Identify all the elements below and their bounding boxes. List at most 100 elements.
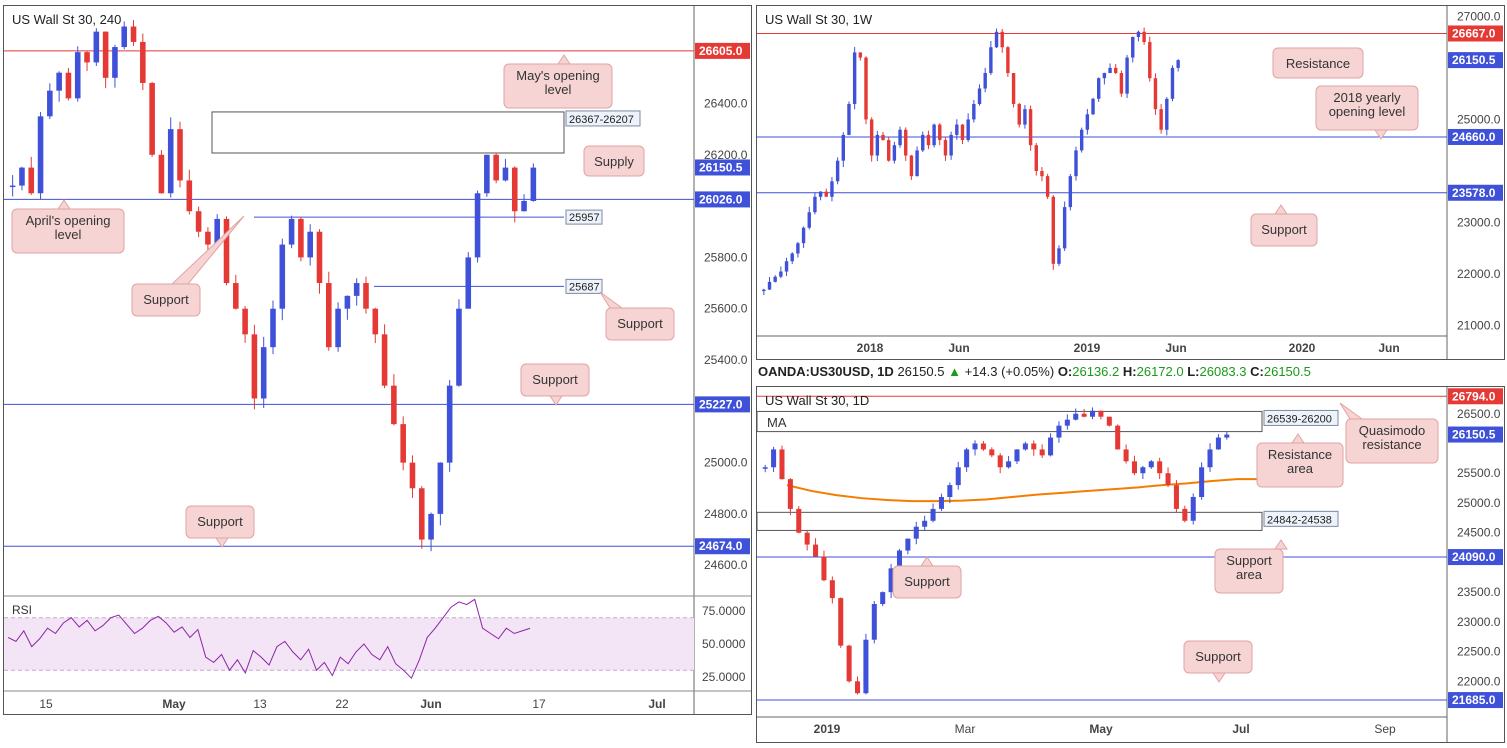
callout-text: Resistance <box>1268 447 1332 462</box>
h4-candle-body <box>9 185 16 188</box>
h4-candle-body <box>530 167 537 201</box>
weekly-y-tick: 25000.0 <box>1457 112 1501 126</box>
daily-candle-body <box>804 532 810 545</box>
h4-zone-box <box>211 111 565 154</box>
daily-chart-svg[interactable]: 26500.0 25500.0 25000.0 24500.0 23500.0 23000… <box>757 387 1504 742</box>
h4-candle-body <box>195 211 202 232</box>
daily-candle-body <box>1215 437 1221 450</box>
h4-candle-body <box>288 218 295 245</box>
callout-text: Support <box>197 514 243 529</box>
h4-candle-body <box>251 334 258 399</box>
daily-candle-body <box>1073 413 1079 420</box>
weekly-candle-body <box>824 191 828 197</box>
weekly-candle-body <box>807 212 811 228</box>
h4-candle-body <box>372 308 379 335</box>
daily-y-tick: 24500.0 <box>1457 526 1501 540</box>
h4-candle-body <box>335 308 341 348</box>
weekly-candle-body <box>852 52 857 104</box>
weekly-candle-body <box>1057 248 1061 264</box>
rsi-band <box>4 617 694 671</box>
weekly-price-label-box <box>1448 25 1503 42</box>
daily-candle-body <box>1014 449 1020 462</box>
weekly-y-tick: 27000.0 <box>1457 9 1501 23</box>
weekly-price-label: 26667.0 <box>1452 26 1496 40</box>
daily-candle-body <box>762 467 768 469</box>
daily-x-tick: Mar <box>955 722 976 736</box>
rsi-line <box>7 598 531 680</box>
h4-candle-body <box>326 283 332 348</box>
h4-zone-label-box <box>565 110 641 127</box>
weekly-candle-body <box>1068 176 1073 208</box>
callout-pointer <box>599 291 624 309</box>
h4-price-label-box <box>695 538 750 555</box>
h4-price-label: 26026.0 <box>699 192 743 206</box>
weekly-candle-body <box>989 47 993 74</box>
weekly-chart-svg[interactable]: 27000.0 25000.0 23000.0 22000.0 21000.0 26667… <box>757 6 1504 359</box>
callout-text: Quasimodo <box>1359 423 1425 438</box>
daily-candle-body <box>1115 425 1121 450</box>
h4-chart-svg[interactable]: 26400.0 26200.0 25800.0 25600.0 25400.0 25000… <box>4 6 751 714</box>
weekly-candle-body <box>1091 98 1095 115</box>
daily-candle-body <box>905 538 911 551</box>
weekly-callout-2: Support <box>1250 204 1318 247</box>
h4-y-tick: 26200.0 <box>704 148 748 162</box>
callout-text: level <box>545 82 572 97</box>
rsi-y-tick: 50.0000 <box>702 637 746 651</box>
weekly-candle-body <box>1102 73 1107 79</box>
daily-chart-panel[interactable]: 26500.0 25500.0 25000.0 24500.0 23500.0 23000… <box>756 386 1505 743</box>
weekly-candle-body <box>892 145 897 161</box>
daily-candle-body <box>1098 410 1104 417</box>
daily-y-tick: 23500.0 <box>1457 585 1501 599</box>
daily-candle-body <box>922 520 928 527</box>
h4-candle-body <box>456 308 462 386</box>
high-label: H: <box>1122 364 1137 379</box>
h4-callout-3: Support <box>131 215 245 317</box>
weekly-candle-body <box>909 155 914 177</box>
price-change: +14.3 (+0.05%) <box>964 364 1055 379</box>
h4-price-label: 26605.0 <box>699 44 743 58</box>
daily-candle-body <box>1173 485 1179 509</box>
weekly-candle-body <box>858 52 863 58</box>
daily-candle-body <box>846 645 852 682</box>
h4-candle-body <box>502 167 509 181</box>
weekly-candle-body <box>1011 73 1016 104</box>
weekly-candle-body <box>1074 150 1078 177</box>
weekly-candle-body <box>932 124 936 146</box>
rsi-y-tick: 75.0000 <box>702 604 746 618</box>
daily-candle-body <box>1039 449 1045 456</box>
daily-candle-body <box>779 449 785 480</box>
h4-level-label: 25687 <box>569 281 600 293</box>
weekly-price-label-box <box>1448 128 1503 145</box>
weekly-candle-body <box>960 124 965 141</box>
daily-y-tick: 22500.0 <box>1457 645 1501 659</box>
weekly-candle-body <box>835 160 840 182</box>
weekly-candle-body <box>1108 67 1112 74</box>
h4-candle-body <box>493 154 499 181</box>
daily-candle-body <box>1148 461 1154 468</box>
daily-zone-label: 26539-26200 <box>1267 413 1332 425</box>
daily-candle-body <box>880 592 886 605</box>
daily-candle-body <box>1090 410 1096 417</box>
symbol-info-bar: OANDA:US30USD, 1D 26150.5 ▲ +14.3 (+0.05… <box>758 364 1311 379</box>
daily-candle-body <box>1199 467 1205 497</box>
h4-price-label: 24674.0 <box>699 539 743 553</box>
weekly-candle-body <box>972 103 976 120</box>
h4-chart-panel[interactable]: 26400.0 26200.0 25800.0 25600.0 25400.0 25000… <box>3 5 752 715</box>
weekly-candle-body <box>767 281 772 290</box>
weekly-candle-body <box>784 261 789 272</box>
daily-candle-body <box>871 604 877 640</box>
weekly-chart-panel[interactable]: 27000.0 25000.0 23000.0 22000.0 21000.0 26667… <box>756 5 1505 360</box>
weekly-candle-body <box>1017 103 1021 125</box>
weekly-candle-body <box>1159 109 1163 130</box>
close-value: 26150.5 <box>1263 364 1311 379</box>
weekly-candle-body <box>830 181 834 197</box>
weekly-candle-body <box>1085 114 1090 130</box>
symbol-label: OANDA:US30USD, 1D <box>758 364 894 379</box>
daily-y-tick: 23000.0 <box>1457 615 1501 629</box>
h4-candle-body <box>474 193 481 258</box>
h4-candle-body <box>233 283 239 309</box>
h4-y-tick: 26400.0 <box>704 96 748 110</box>
weekly-x-tick: Jun <box>1378 341 1399 355</box>
